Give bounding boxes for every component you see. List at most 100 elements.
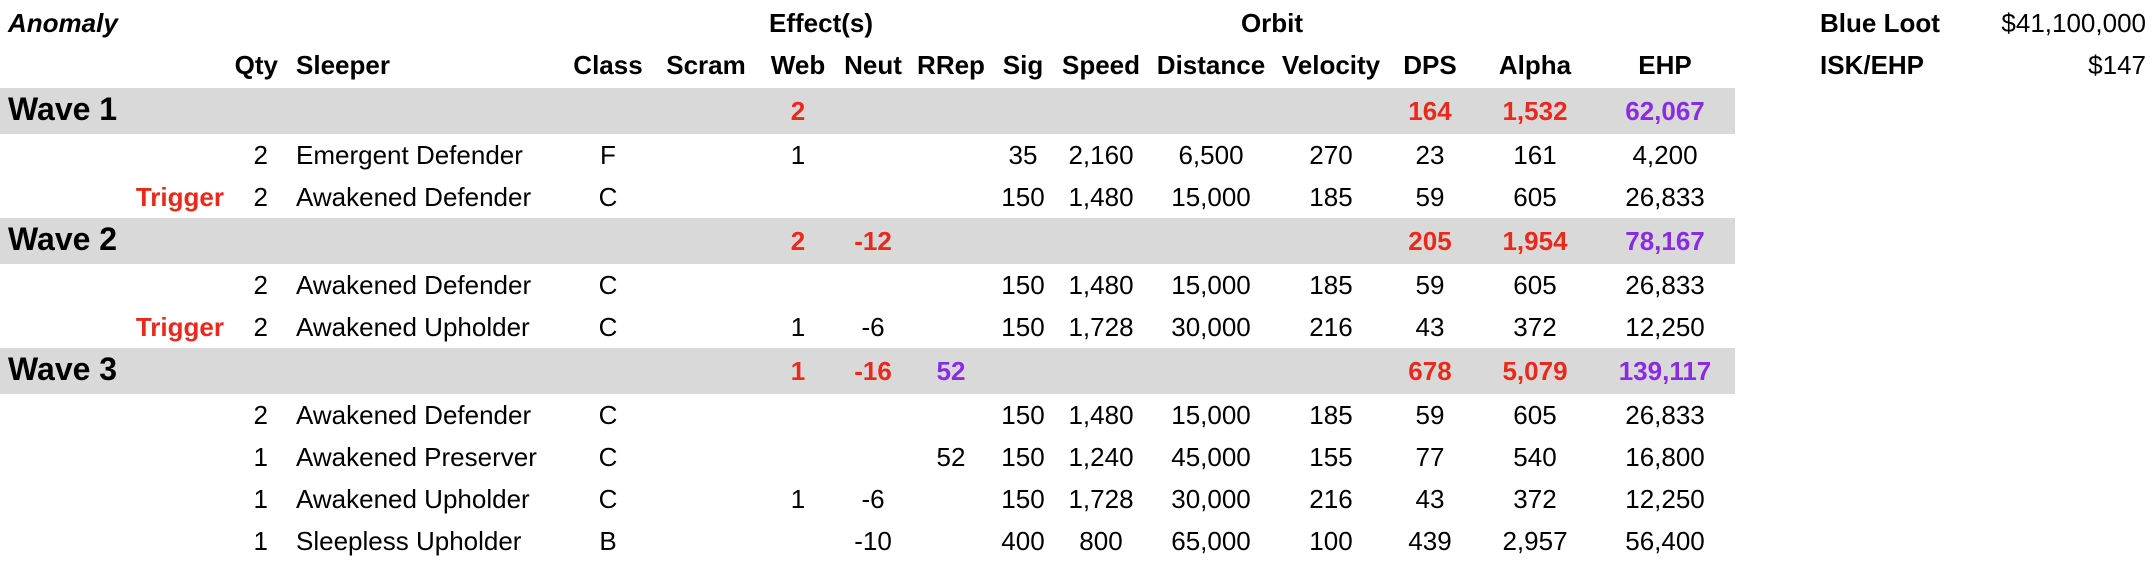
cell-web: 1 — [790, 484, 806, 514]
cell-speed: 2,160 — [1068, 140, 1134, 170]
cell-distance: 15,000 — [1171, 400, 1251, 430]
cell-distance: 30,000 — [1171, 484, 1251, 514]
isk-ehp-label: ISK/EHP — [1820, 50, 1925, 80]
cell-class: C — [598, 270, 618, 300]
cell-ehp: 12,250 — [1625, 312, 1705, 342]
cell-ehp: 16,800 — [1625, 442, 1705, 472]
cell-distance: 15,000 — [1171, 270, 1251, 300]
cell-distance: 30,000 — [1171, 312, 1251, 342]
wave-total-dps: 164 — [1408, 96, 1452, 126]
col-header-class: Class — [573, 50, 643, 80]
cell-distance: 6,500 — [1178, 140, 1244, 170]
wave-total-dps: 678 — [1408, 356, 1452, 386]
cell-sig: 150 — [1001, 182, 1045, 212]
orbit-group-header: Orbit — [1240, 8, 1304, 38]
cell-ehp: 56,400 — [1625, 526, 1705, 556]
col-header-speed: Speed — [1061, 50, 1141, 80]
col-header-distance: Distance — [1156, 50, 1266, 80]
wave-title: Wave 2 — [8, 221, 118, 257]
wave-total-neut: -12 — [854, 226, 892, 256]
cell-sleeper: Awakened Preserver — [296, 442, 537, 472]
wave-total-neut: -16 — [854, 356, 892, 386]
col-header-qty: Qty — [234, 50, 278, 80]
cell-sleeper: Awakened Defender — [296, 270, 532, 300]
cell-neut: -6 — [861, 312, 885, 342]
cell-sleeper: Awakened Upholder — [296, 312, 530, 342]
cell-velocity: 270 — [1309, 140, 1353, 170]
cell-class: C — [598, 312, 618, 342]
cell-speed: 1,480 — [1068, 400, 1134, 430]
wave-title: Wave 3 — [8, 351, 118, 387]
wave-total-ehp: 78,167 — [1625, 226, 1705, 256]
col-header-scram: Scram — [666, 50, 746, 80]
col-header-sig: Sig — [1002, 50, 1044, 80]
cell-velocity: 185 — [1309, 400, 1353, 430]
wave-total-alpha: 1,532 — [1502, 96, 1568, 126]
cell-qty: 2 — [253, 400, 268, 430]
wave-band — [0, 348, 1735, 394]
cell-web: 1 — [790, 312, 806, 342]
cell-speed: 1,240 — [1068, 442, 1134, 472]
blue-loot-value: $41,100,000 — [2001, 8, 2146, 38]
wave-band — [0, 218, 1735, 264]
wave-total-alpha: 5,079 — [1502, 356, 1568, 386]
cell-dps: 439 — [1408, 526, 1452, 556]
col-header-velocity: Velocity — [1281, 50, 1381, 80]
cell-sleeper: Emergent Defender — [296, 140, 523, 170]
cell-dps: 59 — [1415, 182, 1445, 212]
cell-web: 1 — [790, 140, 806, 170]
cell-class: C — [598, 442, 618, 472]
cell-rrep: 52 — [936, 442, 966, 472]
wave-total-alpha: 1,954 — [1502, 226, 1568, 256]
cell-velocity: 155 — [1309, 442, 1353, 472]
cell-class: C — [598, 400, 618, 430]
cell-speed: 1,728 — [1068, 484, 1134, 514]
cell-sleeper: Sleepless Upholder — [296, 526, 522, 556]
cell-alpha: 372 — [1513, 484, 1557, 514]
cell-sleeper: Awakened Defender — [296, 400, 532, 430]
cell-sig: 35 — [1008, 140, 1038, 170]
cell-alpha: 605 — [1513, 270, 1557, 300]
cell-sig: 150 — [1001, 484, 1045, 514]
cell-speed: 1,480 — [1068, 182, 1134, 212]
cell-qty: 2 — [253, 312, 268, 342]
cell-velocity: 100 — [1309, 526, 1353, 556]
cell-speed: 1,728 — [1068, 312, 1134, 342]
cell-dps: 59 — [1415, 270, 1445, 300]
wave-total-web: 1 — [790, 356, 806, 386]
wave-title: Wave 1 — [8, 91, 118, 127]
wave-total-web: 2 — [790, 226, 806, 256]
cell-velocity: 216 — [1309, 484, 1353, 514]
cell-dps: 43 — [1415, 484, 1445, 514]
effects-group-header: Effect(s) — [768, 8, 874, 38]
cell-ehp: 26,833 — [1625, 270, 1705, 300]
wave-total-ehp: 62,067 — [1625, 96, 1705, 126]
cell-qty: 1 — [253, 526, 268, 556]
cell-dps: 59 — [1415, 400, 1445, 430]
cell-dps: 23 — [1415, 140, 1445, 170]
cell-alpha: 2,957 — [1502, 526, 1568, 556]
cell-alpha: 605 — [1513, 182, 1557, 212]
cell-speed: 1,480 — [1068, 270, 1134, 300]
cell-speed: 800 — [1079, 526, 1123, 556]
cell-sleeper: Awakened Upholder — [296, 484, 530, 514]
cell-qty: 2 — [253, 140, 268, 170]
cell-ehp: 4,200 — [1632, 140, 1698, 170]
col-header-dps: DPS — [1403, 50, 1457, 80]
cell-ehp: 26,833 — [1625, 182, 1705, 212]
cell-dps: 43 — [1415, 312, 1445, 342]
cell-class: C — [598, 182, 618, 212]
cell-qty: 2 — [253, 182, 268, 212]
cell-qty: 1 — [253, 484, 268, 514]
col-header-sleeper: Sleeper — [296, 50, 390, 80]
isk-ehp-value: $147 — [2088, 50, 2146, 80]
cell-alpha: 161 — [1513, 140, 1557, 170]
wave-total-dps: 205 — [1408, 226, 1452, 256]
col-header-rrep: RRep — [917, 50, 985, 80]
cell-sig: 150 — [1001, 442, 1045, 472]
cell-velocity: 185 — [1309, 182, 1353, 212]
col-header-alpha: Alpha — [1498, 50, 1572, 80]
blue-loot-label: Blue Loot — [1820, 8, 1940, 38]
wave-total-web: 2 — [790, 96, 806, 126]
wave-total-rrep: 52 — [936, 356, 966, 386]
